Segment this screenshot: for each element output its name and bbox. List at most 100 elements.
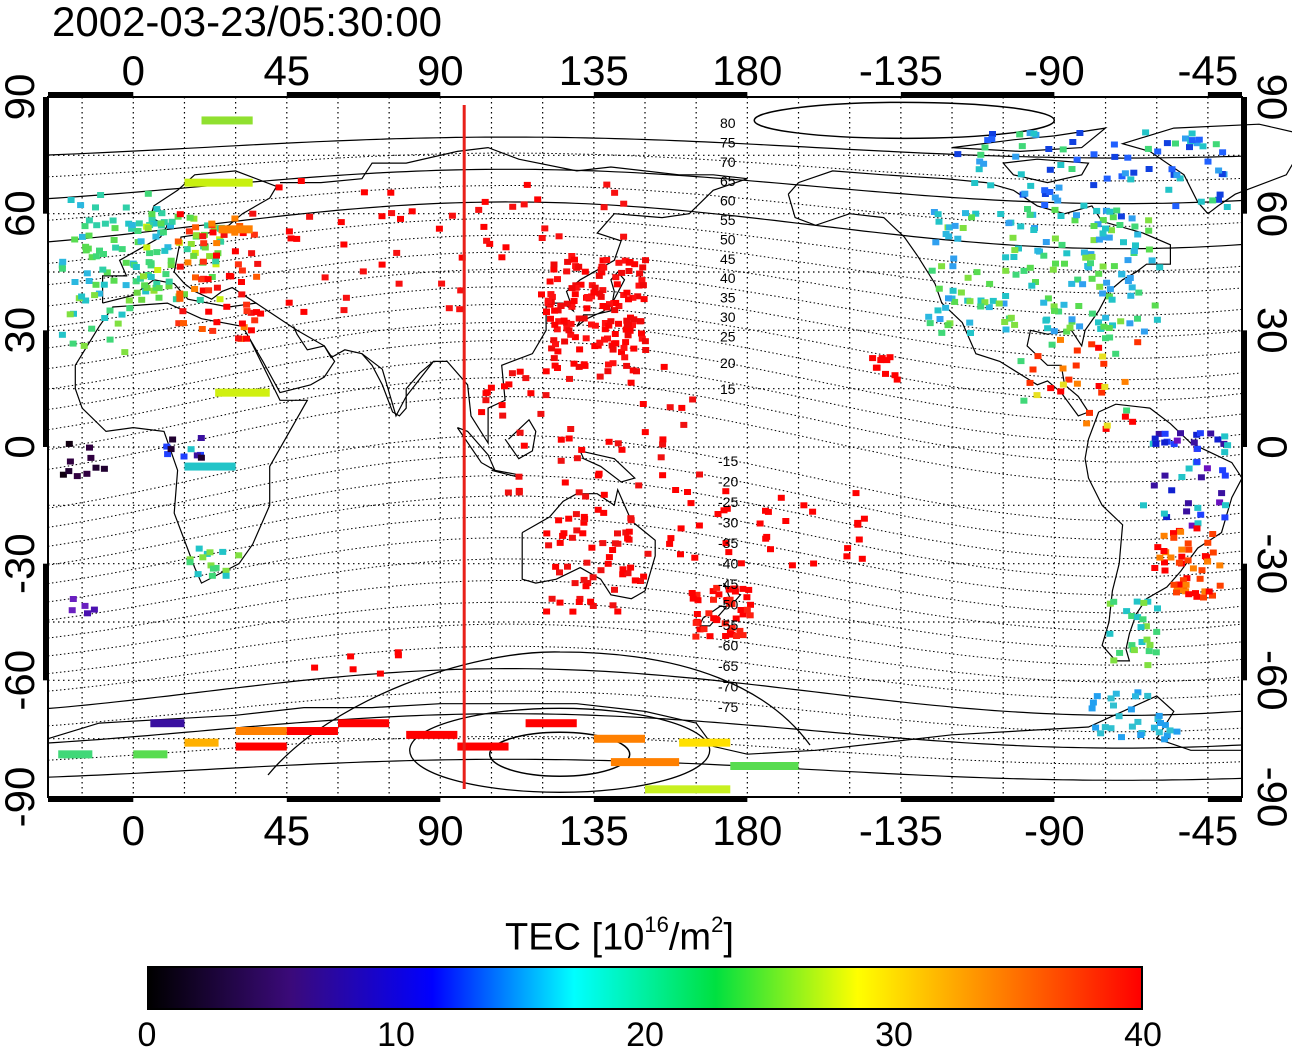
- coastline: [951, 127, 1108, 153]
- tec-cell: [635, 482, 643, 489]
- tec-cell: [746, 612, 754, 619]
- tec-cell: [1041, 187, 1049, 194]
- contour-label-north: 45: [720, 251, 736, 267]
- tec-cell: [1190, 439, 1198, 446]
- contour-label-south: -55: [718, 617, 738, 633]
- tec-cell: [71, 236, 79, 243]
- tec-cell: [637, 318, 645, 325]
- frame-bar-right: [1242, 563, 1247, 681]
- tec-cell: [1193, 525, 1201, 532]
- tec-cell: [1133, 598, 1141, 605]
- tec-cell: [596, 373, 604, 380]
- tec-cell: [572, 511, 580, 518]
- tec-cell: [762, 535, 770, 542]
- contour-label-north: 55: [720, 212, 736, 228]
- tec-cell: [928, 267, 936, 274]
- tec-cell: [977, 151, 985, 158]
- tec-cell: [183, 246, 191, 253]
- tec-cell: [629, 294, 637, 301]
- frame-bar-right: [1242, 330, 1247, 447]
- tec-cell: [121, 349, 129, 356]
- contour-label-south: -20: [718, 474, 738, 490]
- tec-cell: [222, 572, 230, 579]
- tec-cell: [950, 255, 958, 262]
- tec-cell: [388, 210, 396, 217]
- tec-cell: [551, 321, 559, 328]
- tec-cell: [644, 550, 652, 557]
- tec-cell: [1131, 223, 1139, 230]
- tec-cell: [603, 181, 611, 188]
- tec-cell: [179, 308, 187, 315]
- tec-cell: [1170, 581, 1178, 588]
- tec-cell: [1145, 166, 1153, 172]
- tec-cell: [1098, 389, 1106, 396]
- tec-cell: [65, 440, 73, 447]
- tec-cell: [597, 293, 605, 300]
- tec-cell: [1175, 559, 1183, 566]
- mag-lat-contour: [47, 152, 1243, 182]
- tec-cell: [599, 257, 607, 264]
- tec-cell: [167, 222, 174, 229]
- tec-cell: [788, 562, 796, 569]
- lat-label-right: -90: [1249, 767, 1292, 828]
- tec-cell: [1079, 281, 1087, 288]
- tec-cell: [243, 301, 251, 308]
- tec-cell: [448, 212, 456, 219]
- tec-cell: [1112, 350, 1120, 357]
- tec-cell: [99, 266, 107, 273]
- tec-cell: [306, 213, 314, 220]
- tec-cell: [1166, 727, 1174, 734]
- tec-cell: [109, 217, 117, 224]
- tec-cell: [1134, 231, 1142, 238]
- tec-cell: [1050, 328, 1058, 335]
- tec-cell: [733, 633, 740, 639]
- tec-cell: [1108, 296, 1116, 303]
- tec-cell: [208, 220, 216, 227]
- tec-cell: [1218, 171, 1226, 177]
- lat-label-right: 90: [1249, 74, 1292, 121]
- contour-label-south: -40: [718, 556, 738, 572]
- tec-cell: [1204, 158, 1212, 165]
- tec-cell: [545, 542, 553, 549]
- tec-cell: [977, 303, 985, 310]
- tec-cell: [1132, 242, 1139, 249]
- tec-cell: [1012, 271, 1020, 278]
- tec-cell: [571, 291, 579, 298]
- tec-cell: [1185, 465, 1193, 472]
- tec-cell: [168, 218, 176, 225]
- tec-cell: [77, 202, 85, 209]
- contour-label-south: -65: [718, 658, 738, 674]
- tec-cell: [1168, 487, 1176, 494]
- tec-cell: [1137, 732, 1145, 738]
- tec-cell: [1178, 474, 1186, 480]
- tec-cell: [122, 204, 130, 211]
- mag-lat-contour: [47, 454, 1243, 541]
- contour-label-south: -60: [718, 638, 738, 654]
- tec-cell: [601, 326, 609, 333]
- tec-cell: [659, 472, 667, 479]
- tec-cell: [954, 235, 962, 242]
- tec-cell: [605, 361, 612, 368]
- tec-cell: [580, 576, 588, 583]
- tec-cell: [1103, 279, 1111, 286]
- tec-cell: [1173, 437, 1181, 444]
- tec-cell: [142, 288, 150, 295]
- frame-bar-bottom: [1207, 797, 1242, 802]
- tec-cell: [1087, 260, 1094, 267]
- tec-cell: [79, 233, 86, 240]
- tec-cell: [480, 223, 488, 230]
- tec-cell: [486, 240, 494, 247]
- tec-strip: [215, 388, 270, 397]
- tec-cell: [1151, 435, 1159, 442]
- coastline: [1084, 403, 1243, 662]
- tec-cell: [1010, 254, 1018, 260]
- lon-label-top: -45: [1178, 47, 1239, 94]
- tec-cell: [543, 608, 551, 615]
- coastline: [361, 353, 434, 417]
- tec-cell: [509, 203, 517, 210]
- tec-cell: [1134, 718, 1142, 725]
- tec-cell: [672, 487, 680, 493]
- tec-cell: [1088, 275, 1096, 282]
- tec-cell: [106, 307, 114, 314]
- tec-cell: [238, 291, 246, 298]
